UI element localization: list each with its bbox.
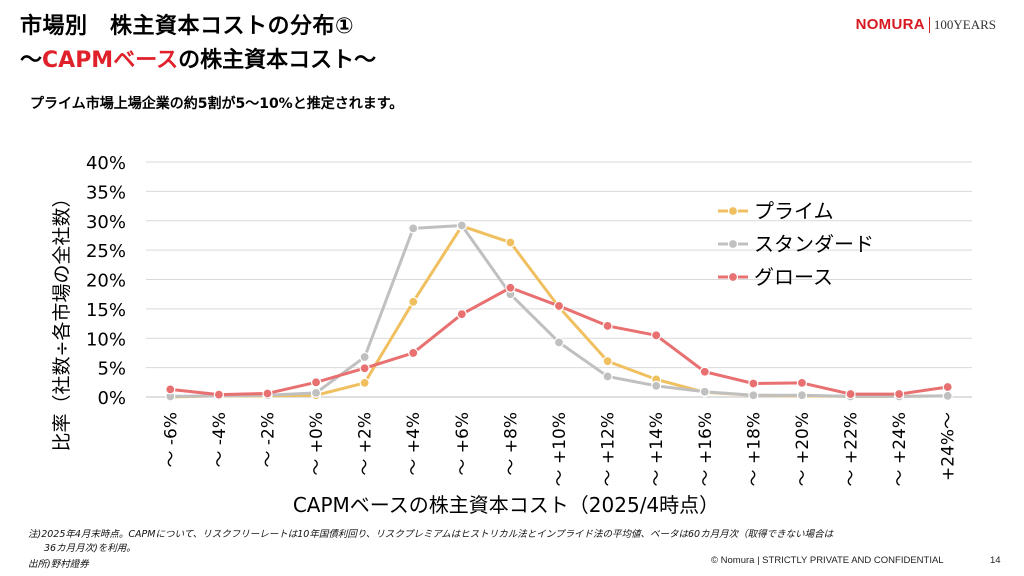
- legend-marker: [727, 205, 739, 217]
- data-point: [359, 351, 370, 363]
- logo-brand: NOMURA: [855, 16, 925, 33]
- data-point: [310, 377, 322, 388]
- page-number: 14: [990, 555, 1001, 566]
- y-tick-label: 0%: [97, 388, 126, 409]
- source-note: 出所)野村證券: [28, 559, 89, 570]
- x-tick-label: ～ -2%: [258, 412, 278, 468]
- x-tick-label: ～ +8%: [501, 412, 521, 476]
- data-point: [651, 380, 662, 391]
- data-point: [748, 378, 759, 389]
- data-point: [262, 388, 273, 399]
- y-axis-title: 比率（社数÷各市場の全社数）: [51, 189, 73, 452]
- data-point: [553, 300, 565, 312]
- data-point: [942, 390, 953, 401]
- data-point: [505, 282, 516, 293]
- x-tick-label: ～ +0%: [307, 412, 327, 476]
- x-tick-label: ～ +6%: [453, 412, 473, 476]
- x-tick-label: ～ -4%: [210, 412, 230, 468]
- x-tick-label: ～ +22%: [842, 412, 862, 486]
- legend-label: スタンダード: [754, 232, 874, 256]
- data-point: [505, 237, 516, 248]
- x-tick-label: ～ +20%: [793, 412, 813, 486]
- page-subtitle-heading: ～CAPMベースの株主資本コスト～: [20, 48, 377, 73]
- data-point: [310, 387, 322, 398]
- x-tick-label: ～ +10%: [550, 412, 570, 486]
- x-tick-label: ～ +24%: [890, 412, 910, 486]
- legend-label: グロース: [754, 265, 833, 289]
- data-point: [748, 390, 759, 401]
- legend-marker: [727, 271, 739, 283]
- data-point: [699, 366, 710, 377]
- x-tick-label: ～ +14%: [647, 412, 667, 486]
- page-title: 市場別 株主資本コストの分布①: [20, 14, 355, 39]
- data-point: [699, 386, 710, 397]
- data-point: [408, 347, 419, 359]
- data-point: [651, 330, 662, 341]
- y-tick-label: 5%: [97, 359, 126, 380]
- data-point: [408, 223, 419, 234]
- capm-highlight: CAPMベース: [42, 48, 179, 73]
- data-point: [845, 388, 856, 400]
- note-line-1: 注)2025年4月末時点。CAPMについて、リスクフリーレートは10年国債利回り…: [28, 529, 834, 540]
- note-line-2: 36カ月月次)を利用。: [44, 543, 136, 554]
- data-point: [602, 356, 613, 367]
- data-point: [408, 296, 419, 307]
- data-point: [213, 389, 224, 400]
- data-point: [359, 363, 370, 374]
- x-tick-label: +24%～: [939, 412, 959, 481]
- data-point: [602, 320, 613, 332]
- data-point: [796, 377, 808, 388]
- copyright-footer: © Nomura | STRICTLY PRIVATE AND CONFIDEN…: [711, 555, 944, 566]
- data-point: [165, 384, 176, 395]
- data-point: [359, 377, 370, 388]
- lead-text: プライム市場上場企業の約5割が5～10%と推定されます。: [30, 96, 404, 112]
- x-tick-label: ～ +18%: [744, 412, 764, 486]
- logo-years: 100YEARS: [933, 16, 996, 32]
- y-tick-label: 25%: [86, 241, 126, 262]
- data-point: [796, 390, 808, 401]
- data-point: [942, 381, 953, 393]
- legend-marker: [727, 238, 739, 250]
- nomura-logo: NOMURA 100YEARS: [856, 16, 996, 33]
- y-tick-label: 10%: [86, 329, 126, 350]
- data-point: [456, 220, 467, 231]
- x-tick-label: ～ +16%: [696, 412, 716, 486]
- x-tick-label: ～ +4%: [404, 412, 424, 476]
- y-tick-label: 15%: [86, 300, 126, 321]
- legend-label: プライム: [754, 199, 834, 223]
- distribution-chart: 0% 5% 10% 15% 20% 25% 30% 35% 40% ～ -6% ～ -4% ～ -2%…: [51, 153, 972, 517]
- data-point: [894, 388, 905, 400]
- data-point: [456, 309, 467, 320]
- data-point: [553, 337, 565, 348]
- x-axis-title: CAPMベースの株主資本コスト（2025/4時点）: [293, 493, 719, 517]
- y-tick-label: 40%: [86, 153, 126, 174]
- x-tick-label: ～ +2%: [356, 412, 376, 476]
- data-point: [602, 371, 613, 382]
- y-tick-label: 30%: [86, 212, 126, 233]
- x-tick-label: ～ -6%: [161, 412, 181, 468]
- x-tick-label: ～ +12%: [599, 412, 619, 486]
- y-tick-label: 35%: [86, 182, 126, 203]
- y-tick-label: 20%: [86, 271, 126, 292]
